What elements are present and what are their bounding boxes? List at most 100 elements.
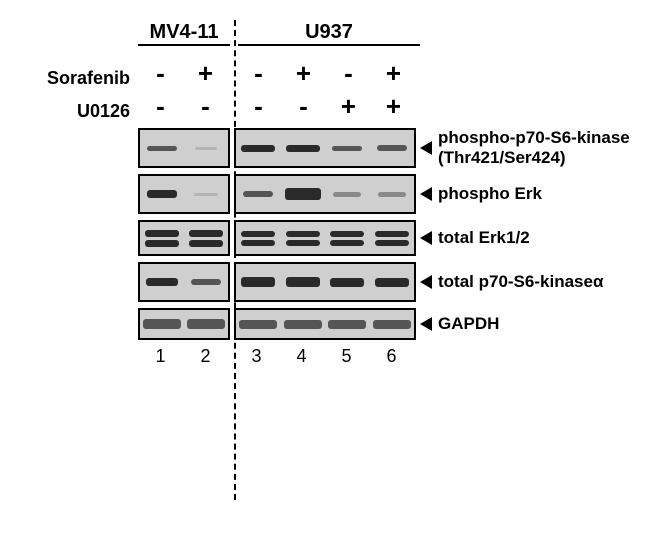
lane (236, 145, 281, 152)
band (285, 188, 321, 200)
lane (281, 145, 326, 152)
treatment-value: + (326, 91, 371, 122)
band (194, 193, 218, 196)
lane (140, 146, 184, 151)
band (187, 319, 225, 329)
western-blot-figure: MV4-11 U937 Sorafenib-+-+-+U0126----++ p… (20, 20, 630, 367)
lane (370, 231, 415, 246)
treatment-value: - (138, 58, 183, 89)
blot-row: phospho Erk (20, 174, 630, 214)
band (328, 320, 366, 329)
band (286, 231, 320, 237)
treatment-value: - (281, 91, 326, 122)
lane (236, 320, 281, 329)
band (330, 240, 364, 246)
lane-number: 3 (234, 346, 279, 367)
band (243, 191, 273, 197)
protein-label: phospho Erk (438, 184, 542, 204)
lane (184, 147, 228, 150)
lane-numbers: 123456 (20, 346, 630, 367)
blot-box-right (234, 262, 416, 302)
lane (140, 278, 184, 286)
protein-label: total Erk1/2 (438, 228, 530, 248)
pointer-icon (420, 231, 432, 245)
lane (281, 277, 326, 287)
band (145, 240, 179, 247)
band (286, 240, 320, 246)
lane (281, 188, 326, 200)
band (375, 231, 409, 237)
treatment-label: U0126 (20, 101, 138, 122)
lane-number: 5 (324, 346, 369, 367)
band (145, 230, 179, 237)
blot-box-left (138, 128, 230, 168)
lane (184, 230, 228, 247)
lane-number: 4 (279, 346, 324, 367)
band (373, 320, 411, 329)
band (375, 240, 409, 246)
treatment-value: - (236, 58, 281, 89)
lane (236, 231, 281, 246)
band (147, 190, 177, 198)
lane (184, 193, 228, 196)
band (332, 146, 362, 151)
pointer-icon (420, 187, 432, 201)
blot-row: total Erk1/2 (20, 220, 630, 256)
lane (325, 192, 370, 197)
protein-label: GAPDH (438, 314, 499, 334)
underline-right (238, 44, 420, 46)
pointer-icon (420, 141, 432, 155)
cell-line-header: MV4-11 U937 (20, 20, 630, 44)
lane (140, 319, 184, 329)
band (241, 145, 275, 152)
lane (281, 320, 326, 329)
blot-box-left (138, 220, 230, 256)
blot-box-right (234, 128, 416, 168)
blot-box-left (138, 308, 230, 340)
lane-number: 2 (183, 346, 228, 367)
lane (140, 230, 184, 247)
band (143, 319, 181, 329)
band (333, 192, 361, 197)
lane (325, 146, 370, 151)
treatment-row: U0126----++ (20, 91, 630, 122)
treatment-row: Sorafenib-+-+-+ (20, 58, 630, 89)
lane (184, 279, 228, 285)
band (195, 147, 217, 150)
lane-number: 1 (138, 346, 183, 367)
treatment-value: - (236, 91, 281, 122)
lane-number: 6 (369, 346, 414, 367)
band (330, 278, 364, 287)
treatment-value: - (326, 58, 371, 89)
blot-row: total p70-S6-kinaseα (20, 262, 630, 302)
lane (281, 231, 326, 246)
treatment-value: + (371, 91, 416, 122)
band (241, 277, 275, 287)
treatment-value: + (281, 58, 326, 89)
blot-box-right (234, 220, 416, 256)
lane (370, 320, 415, 329)
treatment-rows: Sorafenib-+-+-+U0126----++ (20, 58, 630, 122)
band (241, 231, 275, 237)
lane (370, 192, 415, 197)
treatment-value: + (371, 58, 416, 89)
band (284, 320, 322, 329)
band (147, 146, 177, 151)
blot-box-right (234, 308, 416, 340)
cell-line-right: U937 (238, 21, 420, 44)
lane (236, 191, 281, 197)
blot-rows: phospho-p70-S6-kinase(Thr421/Ser424) phos… (20, 128, 630, 340)
protein-label: total p70-S6-kinaseα (438, 272, 603, 292)
blot-box-right (234, 174, 416, 214)
lane (370, 278, 415, 287)
band (146, 278, 178, 286)
protein-label: phospho-p70-S6-kinase(Thr421/Ser424) (438, 128, 630, 167)
band (378, 192, 406, 197)
band (191, 279, 221, 285)
band (239, 320, 277, 329)
treatment-value: - (138, 91, 183, 122)
treatment-label: Sorafenib (20, 68, 138, 89)
lane (370, 145, 415, 151)
band (286, 277, 320, 287)
band (189, 240, 223, 247)
